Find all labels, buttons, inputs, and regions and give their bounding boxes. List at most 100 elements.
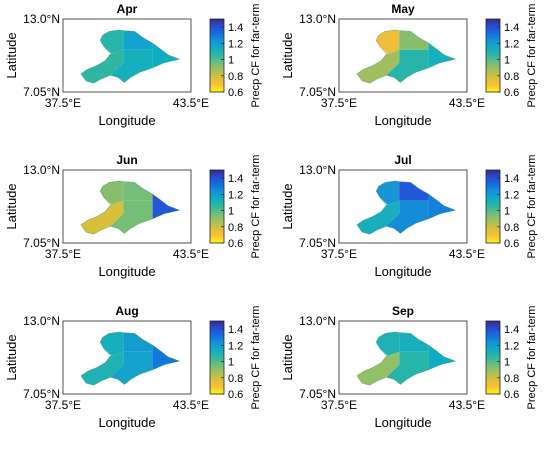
x-tick-label: 37.5°E [321, 96, 357, 110]
region-south-west [80, 200, 124, 235]
panel-title: Aug [115, 304, 138, 318]
region-north-west [100, 180, 124, 205]
y-axis-label: Latitude [280, 334, 295, 380]
y-tick-label: 13.0°N [23, 314, 60, 328]
colorbar [485, 18, 501, 93]
region-east [428, 194, 456, 219]
colorbar-tick-label: 1 [228, 55, 234, 67]
x-axis-label: Longitude [98, 113, 155, 128]
colorbar-tick-label: 1 [504, 206, 510, 218]
region-north-east [123, 30, 153, 50]
x-axis-label: Longitude [374, 264, 431, 279]
y-tick-label: 13.0°N [23, 163, 60, 177]
region-north-east [123, 181, 153, 201]
basin-outline [356, 331, 457, 386]
x-tick-label: 37.5°E [321, 398, 357, 412]
colorbar-tick-label: 1.2 [504, 189, 519, 201]
x-axis-label: Longitude [98, 264, 155, 279]
x-axis-label: Longitude [374, 415, 431, 430]
x-tick-label: 43.5°E [173, 247, 209, 261]
colorbar-tick-label: 1.2 [504, 38, 519, 50]
colorbar-tick-label: 0.6 [504, 87, 519, 99]
colorbar-tick-label: 0.8 [504, 71, 519, 83]
y-axis-label: Latitude [4, 334, 19, 380]
panel-title: Jun [116, 153, 137, 167]
colorbar-tick-label: 0.8 [228, 222, 243, 234]
x-tick-label: 37.5°E [45, 247, 81, 261]
region-south-east [110, 200, 153, 234]
colorbar-tick-label: 1 [504, 357, 510, 369]
region-north-west [100, 29, 124, 54]
region-south-west [356, 49, 400, 84]
panel-sep: Sep 13.0°N 7.05°N37.5°E 43.5°E Longitude Lati… [280, 304, 538, 430]
x-tick-label: 43.5°E [173, 398, 209, 412]
basin-outline [80, 180, 181, 235]
x-tick-label: 43.5°E [449, 247, 485, 261]
x-axis-label: Longitude [98, 415, 155, 430]
colorbar [485, 320, 501, 395]
colorbar-tick-label: 1.4 [504, 22, 519, 34]
colorbar-tick-label: 0.6 [228, 87, 243, 99]
basin-outline [356, 180, 457, 235]
region-south-west [356, 200, 400, 235]
colorbar-tick-label: 1.4 [228, 324, 243, 336]
y-tick-label: 7.05°N [23, 236, 60, 250]
colorbar-tick-label: 0.6 [228, 238, 243, 250]
x-tick-label: 37.5°E [321, 247, 357, 261]
panel-may: May 13.0°N 7.05°N37.5°E 43.5°E Longitude Lati… [280, 2, 538, 128]
x-tick-label: 43.5°E [449, 96, 485, 110]
colorbar-tick-label: 1.4 [228, 173, 243, 185]
panel-title: Jul [394, 153, 411, 167]
region-north-east [123, 332, 153, 352]
colorbar-tick-label: 1.2 [228, 340, 243, 352]
colorbar-tick-label: 0.8 [228, 71, 243, 83]
colorbar-tick-label: 1 [504, 55, 510, 67]
y-axis-label: Latitude [4, 183, 19, 229]
colorbar-label: Precp CF for far-term [526, 4, 538, 108]
y-tick-label: 13.0°N [299, 314, 336, 328]
colorbar-tick-label: 0.6 [504, 389, 519, 401]
panel-title: Sep [392, 304, 414, 318]
colorbar [209, 18, 225, 93]
region-east [428, 345, 456, 370]
region-north-west [376, 331, 400, 356]
region-south-east [110, 49, 153, 83]
colorbar-tick-label: 0.8 [504, 222, 519, 234]
y-tick-label: 13.0°N [23, 12, 60, 26]
x-tick-label: 43.5°E [449, 398, 485, 412]
colorbar-tick-label: 0.6 [228, 389, 243, 401]
region-south-west [356, 351, 400, 386]
colorbar [485, 169, 501, 244]
region-north-east [399, 181, 429, 201]
region-north-east [399, 332, 429, 352]
x-tick-label: 43.5°E [173, 96, 209, 110]
panel-title: Apr [117, 2, 138, 16]
colorbar-label: Precp CF for far-term [250, 306, 262, 410]
colorbar [209, 320, 225, 395]
y-tick-label: 7.05°N [23, 387, 60, 401]
colorbar-tick-label: 1.4 [228, 22, 243, 34]
y-tick-label: 7.05°N [23, 85, 60, 99]
region-south-west [80, 351, 124, 386]
y-tick-label: 13.0°N [299, 163, 336, 177]
y-axis-label: Latitude [280, 32, 295, 78]
region-south-east [386, 351, 429, 385]
panel-aug: Aug 13.0°N 7.05°N37.5°E 43.5°E Longitude Lati… [4, 304, 262, 430]
x-tick-label: 37.5°E [45, 398, 81, 412]
basin-outline [80, 331, 181, 386]
region-north-west [376, 29, 400, 54]
colorbar-tick-label: 1.4 [504, 324, 519, 336]
panel-jun: Jun 13.0°N 7.05°N37.5°E 43.5°E Longitude Lati… [4, 153, 262, 279]
colorbar-tick-label: 1.2 [228, 189, 243, 201]
region-north-east [399, 30, 429, 50]
colorbar-label: Precp CF for far-term [250, 4, 262, 108]
x-axis-label: Longitude [374, 113, 431, 128]
colorbar-label: Precp CF for far-term [526, 306, 538, 410]
colorbar-tick-label: 1 [228, 357, 234, 369]
region-north-west [100, 331, 124, 356]
region-south-east [386, 200, 429, 234]
region-south-east [110, 351, 153, 385]
x-tick-label: 37.5°E [45, 96, 81, 110]
colorbar-tick-label: 1.4 [504, 173, 519, 185]
